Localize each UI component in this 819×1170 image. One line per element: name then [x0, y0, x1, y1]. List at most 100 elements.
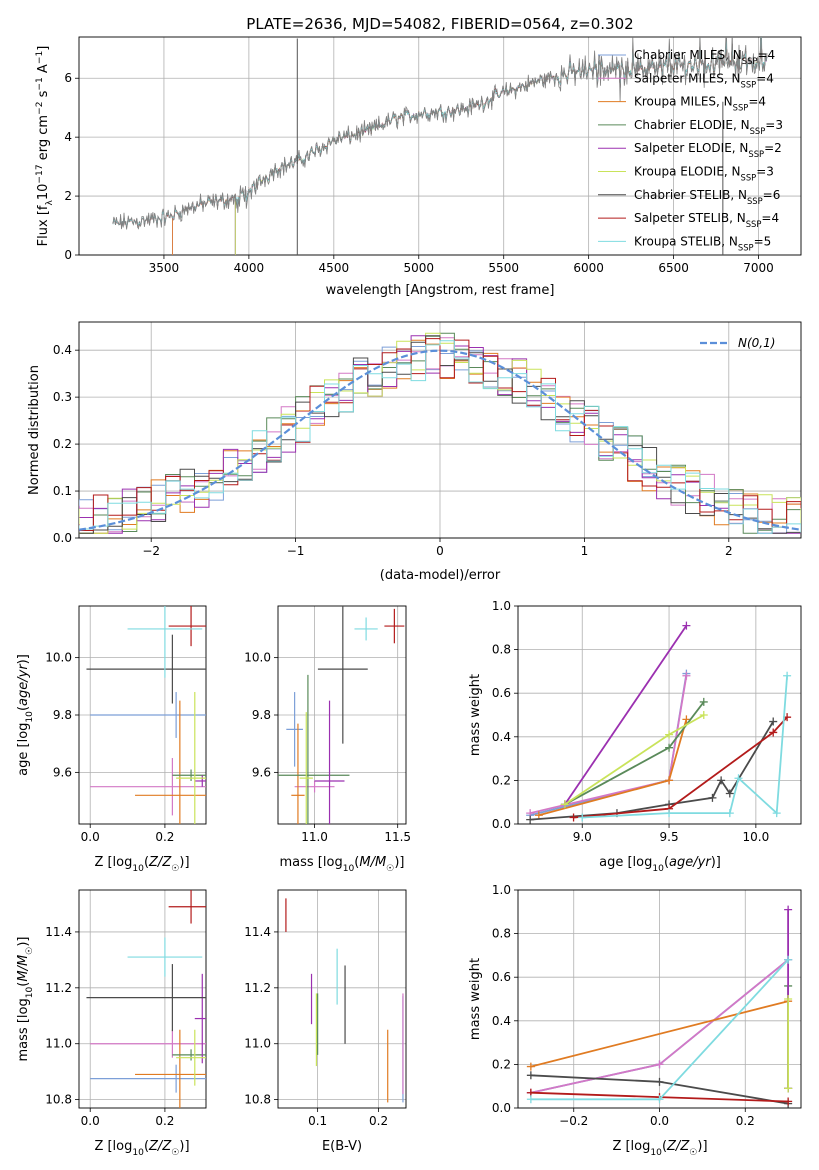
x-tick-label: 0.2	[155, 830, 174, 844]
weight-marker-kroupa-stelib	[772, 809, 781, 818]
panel-mass-vs-Z: 0.0 0.210.811.011.211.4Z [log10(Z/Z☉)]mas…	[16, 889, 207, 1158]
y-tick-label: 0.4	[53, 343, 72, 357]
legend-label-salpeter-stelib-part: Salpeter STELIB, N	[634, 211, 746, 225]
y-tick-label: 0.2	[53, 437, 72, 451]
panel-weight-vs-age: 9.0 9.5 10.0 0.0 0.2 0.4 0.6 0.8 1.0 age [log10(a…	[468, 599, 802, 874]
y-tick-label: 9.8	[252, 708, 271, 722]
legend-label-salpeter-elodie-part: Salpeter ELODIE, N	[634, 141, 748, 155]
legend-label-kroupa-stelib-part: Kroupa STELIB, N	[634, 234, 738, 248]
y-tick-label: 11.4	[244, 925, 271, 939]
data-spectrum-line	[112, 37, 768, 230]
weight-marker-salpeter-miles	[655, 1060, 664, 1069]
x-tick-label: 10.0	[742, 830, 769, 844]
axes-frame	[277, 605, 407, 825]
x-tick-label: 7000	[743, 261, 774, 275]
weight-marker-kroupa-elodie	[665, 730, 674, 739]
x-tick-label: 0.1	[308, 1114, 327, 1128]
y-tick-label: 0.0	[492, 817, 511, 831]
weight-marker-chabrier-stelib	[526, 815, 535, 824]
x-tick-label: 6000	[573, 261, 604, 275]
y-tick-label: 4	[64, 130, 72, 144]
y-tick-label: 0.2	[492, 773, 511, 787]
x-axis-label-part: (	[144, 855, 149, 870]
y-axis-label-part: Flux [f	[36, 205, 51, 246]
legend-label-kroupa-miles: Kroupa MILES, NSSP=4	[634, 95, 766, 113]
x-axis-label-part: wavelength [Angstrom, rest frame]	[326, 283, 555, 298]
y-axis-label: mass [log10(M/M☉)]	[16, 937, 35, 1062]
legend-label-chabrier-elodie-part: =3	[765, 118, 783, 132]
weight-marker-kroupa-stelib	[783, 671, 792, 680]
y-axis-label-part: λ	[45, 200, 55, 206]
y-axis-label: Flux [fλ10−17 erg cm−2 s−1 A−1]	[35, 46, 55, 247]
x-axis-label: age [log10(age/yr)]	[599, 855, 721, 874]
weight-line-kroupa-miles	[530, 1000, 789, 1068]
error-crosses	[285, 898, 404, 1103]
weight-marker-kroupa-miles	[526, 1062, 535, 1071]
y-tick-label: 10.0	[45, 651, 72, 665]
x-axis-label-part: )]	[179, 855, 189, 870]
x-axis-label: Z [log10(Z/Z☉)]	[94, 1139, 189, 1158]
y-tick-label: 0.0	[492, 1101, 511, 1115]
y-axis-label-part: 10	[36, 184, 51, 201]
legend-label-kroupa-miles-part: =4	[748, 95, 766, 109]
x-tick-label: −0.2	[559, 1114, 588, 1128]
x-tick-label: 0.2	[155, 1114, 174, 1128]
y-axis-label-part: A	[36, 64, 51, 77]
x-axis-label: mass [log10(M/M☉)]	[280, 855, 405, 874]
y-axis-label: mass weight	[468, 958, 483, 1040]
y-tick-label: 0.6	[492, 970, 511, 984]
weight-marker-kroupa-stelib	[526, 1095, 535, 1104]
weight-lines	[526, 905, 793, 1108]
x-tick-label: 2	[725, 544, 733, 558]
legend-label-chabrier-stelib-part: Chabrier STELIB, N	[634, 188, 747, 202]
y-axis-label-part: )]	[16, 937, 31, 947]
y-tick-label: 9.8	[53, 708, 72, 722]
panel-age-vs-Z: 0.0 0.29.69.810.0Z [log10(Z/Z☉)]age [log1…	[16, 605, 207, 874]
legend-label-chabrier-elodie-part: SSP	[750, 126, 766, 136]
legend-label-salpeter-elodie-part: SSP	[748, 149, 764, 159]
y-axis-label-part: Normed distribution	[27, 365, 42, 495]
weight-marker-chabrier-elodie	[699, 697, 708, 706]
y-tick-label: 0	[64, 248, 72, 262]
legend-label-kroupa-miles-part: Kroupa MILES, N	[634, 95, 733, 109]
weight-line-kroupa-stelib	[582, 675, 788, 819]
x-tick-label: 9.5	[660, 830, 679, 844]
y-axis-label-part: )]	[16, 654, 31, 664]
legend-label-salpeter-miles-part: SSP	[741, 79, 757, 89]
legend-label-chabrier-miles-part: SSP	[742, 56, 758, 66]
y-axis-label: mass weight	[468, 674, 483, 756]
x-axis-label-part: mass [log	[280, 855, 343, 870]
weight-marker-kroupa-stelib	[725, 809, 734, 818]
weight-marker-salpeter-elodie	[682, 621, 691, 630]
x-axis-label-part: (data-model)/error	[380, 568, 501, 583]
x-tick-label: 0.0	[650, 1114, 669, 1128]
weight-marker-kroupa-miles	[682, 715, 691, 724]
x-tick-label: 9.0	[573, 830, 592, 844]
y-axis-label-part: ]	[36, 46, 51, 51]
weight-marker-chabrier-stelib	[725, 789, 734, 798]
y-tick-label: 9.6	[252, 765, 271, 779]
weight-marker-chabrier-stelib	[708, 793, 717, 802]
x-tick-label: 3500	[149, 261, 180, 275]
y-axis-label-part: (	[16, 982, 31, 987]
legend-label-kroupa-elodie-part: =3	[756, 165, 774, 179]
error-crosses	[278, 606, 405, 824]
x-axis-label-part: age/yr	[669, 855, 712, 870]
x-axis-label-part: Z [log	[612, 1139, 650, 1154]
y-axis-label-part: age/yr	[16, 663, 31, 706]
y-axis-label-part: M/M	[16, 955, 31, 982]
y-tick-label: 10.8	[45, 1093, 72, 1107]
legend-label-kroupa-stelib: Kroupa STELIB, NSSP=5	[634, 234, 771, 252]
y-axis-label-part: 10	[25, 711, 35, 723]
weight-marker-chabrier-elodie	[665, 743, 674, 752]
x-tick-label: 0.2	[736, 1114, 755, 1128]
y-axis-label-part: 10	[25, 987, 35, 999]
legend-label-salpeter-elodie: Salpeter ELODIE, NSSP=2	[634, 141, 782, 159]
y-tick-label: 11.0	[244, 1037, 271, 1051]
panel-mass-vs-EBV: 0.1 0.2 10.8 11.0 11.2 11.4 E(B-V)	[244, 889, 407, 1154]
weight-marker-kroupa-elodie	[560, 800, 569, 809]
weight-marker-salpeter-stelib	[769, 728, 778, 737]
y-tick-label: 2	[64, 189, 72, 203]
y-axis-label-part: mass weight	[468, 674, 483, 756]
weight-marker-kroupa-miles	[534, 811, 543, 820]
